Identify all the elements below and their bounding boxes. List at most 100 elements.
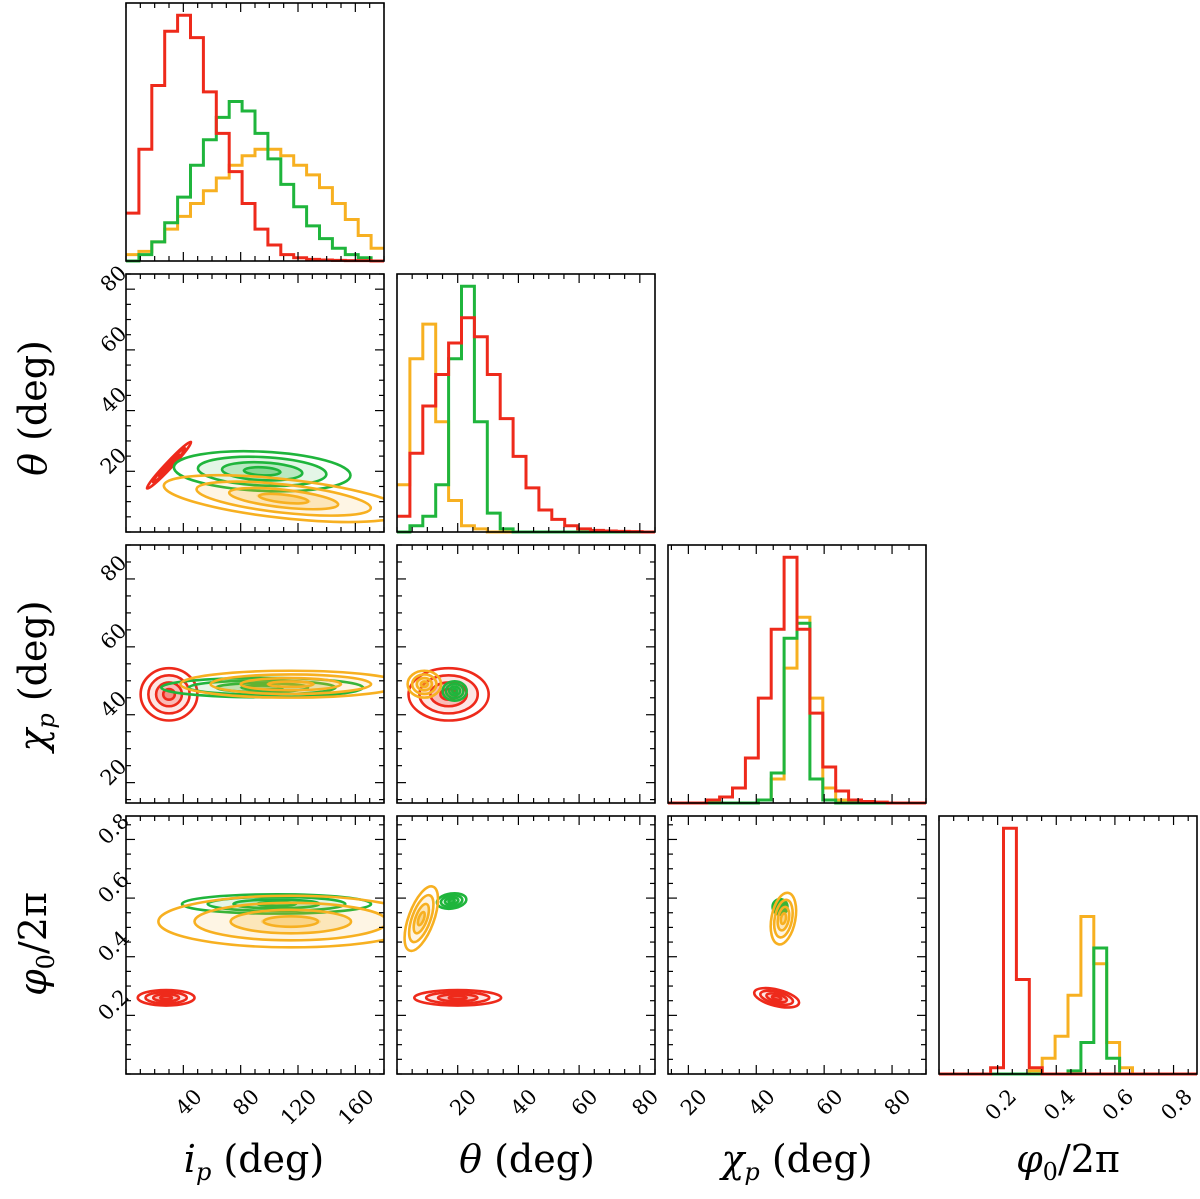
contour-red (770, 994, 783, 1002)
x-tick-label: 60 (567, 1084, 603, 1120)
contour-green (242, 465, 282, 477)
contour-orange (410, 673, 438, 696)
contour-green (444, 682, 465, 700)
contour-orange (257, 492, 310, 505)
contour-green (443, 896, 460, 906)
xlabel-phi0: φ0/2π (1016, 1137, 1120, 1186)
contour-orange (209, 673, 373, 696)
xlabel-theta: θ (deg) (459, 1137, 595, 1181)
panel-frame (125, 544, 385, 804)
contour-orange (407, 893, 435, 944)
contour-orange (262, 914, 320, 929)
hist-orange-ip (126, 147, 384, 257)
contour-green (441, 679, 468, 702)
contour-red (752, 986, 801, 1009)
contour-green (196, 455, 328, 488)
contour-orange (193, 901, 384, 942)
contour-red (413, 988, 503, 1007)
contour-green (447, 685, 462, 697)
hist-green-ip (126, 99, 384, 263)
contour-panel-chip-phi0: 20 40 60 80 (667, 815, 927, 1120)
ylabel-theta: θ (deg) (11, 340, 55, 476)
contour-orange (779, 912, 788, 926)
hist-panel-ip (125, 2, 385, 263)
contour-orange (229, 908, 353, 935)
contour-orange (406, 669, 443, 699)
hist-panel-theta (396, 273, 656, 534)
panel-frame (396, 544, 656, 804)
x-tick-label: 40 (744, 1084, 780, 1120)
x-tick-label: 20 (676, 1084, 712, 1120)
contour-red (447, 994, 468, 1001)
contour-orange (157, 894, 384, 949)
hist-red-chip (668, 555, 926, 805)
contour-green (447, 898, 456, 904)
contour-orange (179, 669, 384, 699)
panel-frame (667, 544, 927, 804)
density-orange (260, 915, 321, 928)
contour-area (136, 892, 384, 1007)
contour-orange (227, 486, 340, 511)
contour-orange (195, 480, 373, 517)
contour-red (159, 994, 174, 1001)
hist-orange-phi0 (939, 914, 1197, 1076)
density-orange (194, 902, 384, 941)
contour-orange (419, 680, 430, 689)
x-tick-label: 0.6 (1098, 1084, 1139, 1125)
hist-panel-phi0: 0.2 0.4 0.6 0.8 (938, 815, 1198, 1125)
contour-area (145, 440, 384, 524)
contour-orange (769, 891, 798, 946)
x-tick-label: 80 (228, 1084, 264, 1120)
density-orange (196, 481, 371, 516)
contour-area (406, 666, 490, 722)
x-tick-label: 0.4 (1039, 1084, 1080, 1125)
xlabel-chip: χp (deg) (718, 1137, 872, 1186)
contour-orange (415, 676, 434, 692)
contour-area (403, 885, 503, 1007)
contour-red (151, 992, 181, 1003)
contour-orange (416, 910, 426, 927)
density-orange (416, 678, 432, 691)
x-tick-label: 0.2 (980, 1084, 1021, 1125)
panel-frame (396, 273, 656, 533)
density-orange (413, 903, 429, 934)
contour-red (765, 992, 789, 1004)
panel-frame (396, 815, 656, 1075)
ylabel-chip: χp (deg) (11, 600, 60, 754)
y-tick-label: 0.6 (93, 867, 134, 908)
contour-orange (776, 905, 791, 932)
x-tick-label: 40 (506, 1084, 542, 1120)
ylabel-phi0: φ0/2π (11, 892, 60, 996)
contour-orange (266, 680, 315, 689)
x-tick-label: 160 (333, 1084, 378, 1129)
x-tick-label: 0.8 (1156, 1084, 1197, 1125)
contour-green (180, 892, 373, 915)
hist-panel-chip (667, 544, 927, 805)
density-orange (256, 493, 311, 504)
xlabel-ip: ip (deg) (184, 1137, 324, 1186)
contour-green (439, 894, 464, 908)
contour-panel-theta-phi0: 20 40 60 80 (396, 815, 663, 1120)
x-tick-label: 120 (276, 1084, 321, 1129)
contour-orange (403, 885, 440, 953)
density-orange (230, 909, 352, 934)
contour-red (424, 990, 491, 1005)
y-tick-label: 0.8 (93, 809, 134, 850)
contour-orange (772, 898, 794, 939)
axis-labels-layer: ip (deg) θ (deg) χp (deg) φ0/2π θ (deg) … (11, 340, 1120, 1186)
contour-red (407, 666, 490, 722)
contour-panel-ip-phi0: 40 80 120 160 0.2 0.4 0.6 0.8 (93, 809, 385, 1130)
x-tick-label: 80 (880, 1084, 916, 1120)
contour-red (759, 989, 795, 1007)
contour-area (139, 666, 384, 722)
y-tick-label: 0.2 (93, 985, 134, 1026)
contour-green (450, 687, 459, 695)
density-orange (229, 487, 339, 510)
density-orange (240, 678, 341, 691)
panel-frame (938, 815, 1198, 1075)
panel-frame (667, 815, 927, 1075)
contour-green (220, 460, 304, 482)
